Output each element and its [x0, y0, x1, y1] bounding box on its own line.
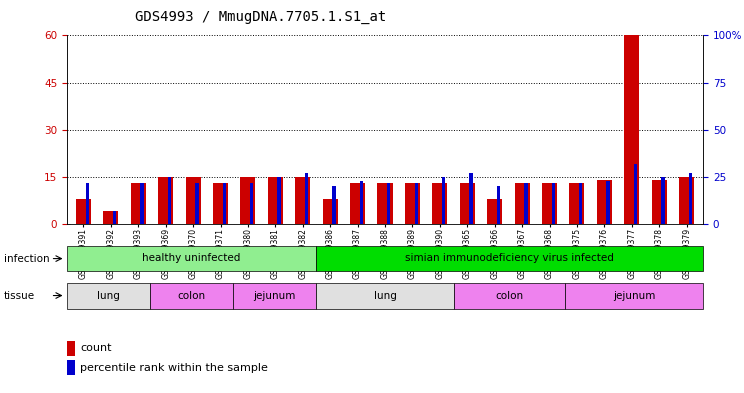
Bar — [76, 199, 91, 224]
Bar — [414, 182, 418, 224]
Bar — [689, 173, 692, 224]
Text: colon: colon — [496, 291, 524, 301]
Bar — [432, 183, 447, 224]
Bar — [606, 181, 610, 224]
Bar — [661, 177, 664, 224]
Bar — [597, 180, 612, 224]
Text: GDS4993 / MmugDNA.7705.1.S1_at: GDS4993 / MmugDNA.7705.1.S1_at — [135, 10, 386, 24]
Bar — [515, 183, 530, 224]
Bar — [222, 182, 226, 224]
Bar — [360, 181, 363, 224]
Bar — [652, 180, 667, 224]
Bar — [67, 283, 150, 309]
Bar — [305, 173, 308, 224]
Bar — [233, 283, 316, 309]
Bar — [67, 360, 75, 375]
Bar — [624, 35, 639, 224]
Bar — [442, 177, 445, 224]
Text: jejunum: jejunum — [613, 291, 655, 301]
Bar — [158, 177, 173, 224]
Bar — [469, 173, 472, 224]
Bar — [278, 177, 280, 224]
Bar — [551, 182, 555, 224]
Bar — [333, 186, 336, 224]
Bar — [323, 199, 338, 224]
Bar — [569, 183, 585, 224]
Bar — [67, 341, 75, 356]
Text: infection: infection — [4, 253, 49, 264]
Bar — [405, 183, 420, 224]
Bar — [86, 182, 89, 224]
Bar — [141, 182, 144, 224]
Text: lung: lung — [373, 291, 397, 301]
Bar — [150, 283, 233, 309]
Bar — [634, 163, 637, 224]
Bar — [487, 199, 502, 224]
Bar — [213, 183, 228, 224]
Text: percentile rank within the sample: percentile rank within the sample — [80, 363, 268, 373]
Bar — [579, 182, 583, 224]
Bar — [185, 177, 201, 224]
Bar — [460, 183, 475, 224]
Bar — [67, 246, 316, 271]
Bar — [195, 182, 199, 224]
Text: lung: lung — [97, 291, 120, 301]
Bar — [387, 182, 391, 224]
Bar — [525, 182, 527, 224]
Text: healthy uninfected: healthy uninfected — [142, 253, 240, 263]
Bar — [497, 186, 500, 224]
Bar — [103, 211, 118, 224]
Bar — [113, 211, 116, 224]
Text: simian immunodeficiency virus infected: simian immunodeficiency virus infected — [405, 253, 614, 263]
Text: tissue: tissue — [4, 290, 35, 301]
Bar — [316, 283, 454, 309]
Bar — [250, 182, 254, 224]
Bar — [565, 283, 703, 309]
Bar — [268, 177, 283, 224]
Bar — [316, 246, 703, 271]
Bar — [131, 183, 146, 224]
Bar — [377, 183, 393, 224]
Bar — [295, 177, 310, 224]
Text: count: count — [80, 343, 112, 353]
Bar — [168, 177, 171, 224]
Bar — [240, 177, 255, 224]
Bar — [350, 183, 365, 224]
Bar — [454, 283, 565, 309]
Text: jejunum: jejunum — [253, 291, 295, 301]
Bar — [542, 183, 557, 224]
Bar — [679, 177, 694, 224]
Text: colon: colon — [177, 291, 205, 301]
